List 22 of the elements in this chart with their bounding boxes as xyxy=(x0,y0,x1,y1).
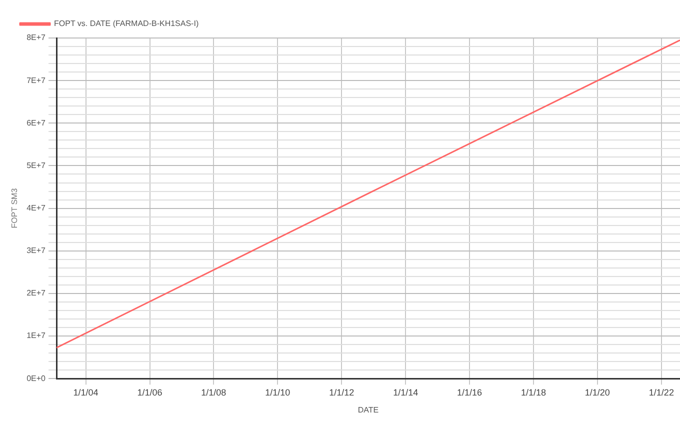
y-tick-label: 6E+7 xyxy=(26,118,46,128)
y-tick-label: 0E+0 xyxy=(26,374,46,383)
x-tick-label: 1/1/18 xyxy=(521,387,546,398)
x-tick-label: 1/1/20 xyxy=(584,387,610,398)
y-tick-label: 5E+7 xyxy=(26,160,46,170)
x-axis-title: DATE xyxy=(358,405,379,414)
y-tick-label: 8E+7 xyxy=(26,33,46,42)
x-tick-label: 1/1/14 xyxy=(393,387,418,398)
x-tick-label: 1/1/12 xyxy=(329,387,354,398)
y-tick-label: 1E+7 xyxy=(26,331,46,340)
x-tick-label: 1/1/10 xyxy=(265,387,290,398)
x-tick-label: 1/1/04 xyxy=(73,387,98,398)
x-tick-label: 1/1/06 xyxy=(137,387,162,398)
y-tick-label: 4E+7 xyxy=(26,204,46,213)
x-tick-label: 1/1/22 xyxy=(648,387,674,398)
x-tick-label: 1/1/08 xyxy=(201,387,226,398)
y-tick-label: 3E+7 xyxy=(26,246,46,256)
legend-label: FOPT vs. DATE (FARMAD-B-KH1SAS-I) xyxy=(54,19,199,28)
y-tick-label: 2E+7 xyxy=(26,288,46,298)
x-tick-label: 1/1/16 xyxy=(456,387,482,398)
y-axis-title: FOPT SM3 xyxy=(10,188,20,228)
y-tick-label: 7E+7 xyxy=(26,76,46,85)
